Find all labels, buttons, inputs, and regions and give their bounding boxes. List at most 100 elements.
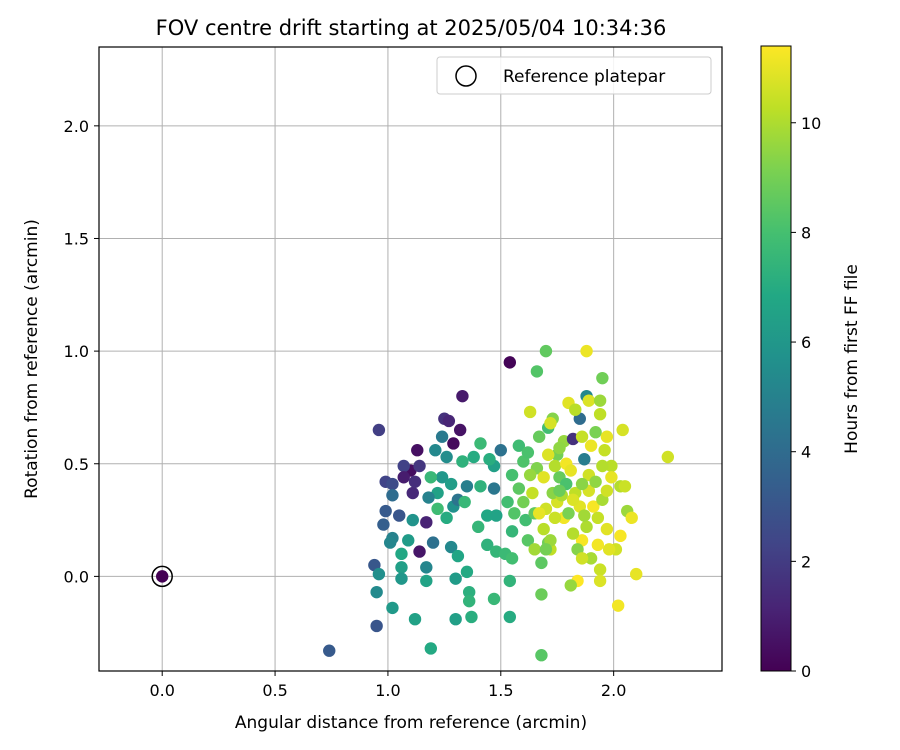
data-point bbox=[453, 423, 467, 437]
data-point bbox=[474, 480, 487, 493]
data-point bbox=[598, 444, 611, 457]
data-point bbox=[614, 529, 627, 543]
data-point bbox=[505, 468, 519, 482]
data-point bbox=[490, 509, 503, 522]
data-point bbox=[582, 394, 596, 407]
data-point bbox=[539, 344, 553, 358]
data-point bbox=[447, 437, 460, 450]
data-point bbox=[521, 446, 535, 459]
data-point bbox=[600, 430, 614, 443]
y-axis-ticks: 0.0 0.5 1.0 1.5 2.0 bbox=[64, 117, 99, 586]
data-point bbox=[413, 459, 426, 473]
data-point bbox=[508, 507, 521, 520]
x-axis-ticks: 0.0 0.5 1.0 1.5 2.0 bbox=[149, 671, 626, 700]
colorbar-tick-label: 4 bbox=[801, 443, 811, 462]
data-point bbox=[562, 507, 575, 520]
data-point bbox=[575, 430, 589, 443]
data-point bbox=[528, 543, 541, 556]
data-point bbox=[424, 471, 438, 484]
data-point bbox=[593, 563, 607, 576]
data-point bbox=[449, 572, 462, 585]
data-point bbox=[569, 403, 582, 416]
data-point bbox=[523, 468, 537, 482]
data-point bbox=[535, 649, 548, 662]
data-point bbox=[532, 430, 546, 443]
data-point bbox=[548, 459, 562, 473]
data-point bbox=[566, 493, 580, 506]
data-point bbox=[575, 477, 589, 491]
data-point bbox=[530, 365, 544, 378]
data-point bbox=[593, 394, 607, 407]
x-tick-label: 1.0 bbox=[375, 681, 400, 700]
colorbar-tick-label: 2 bbox=[801, 552, 811, 571]
data-point bbox=[575, 552, 589, 565]
data-points bbox=[151, 344, 675, 662]
data-point bbox=[580, 344, 593, 358]
legend: Reference platepar bbox=[436, 56, 712, 95]
data-point bbox=[420, 516, 433, 529]
data-point bbox=[625, 511, 638, 525]
data-point bbox=[474, 437, 487, 450]
data-point bbox=[591, 511, 605, 525]
chart-title: FOV centre drift starting at 2025/05/04 … bbox=[156, 16, 667, 40]
data-point bbox=[553, 484, 566, 497]
data-point bbox=[548, 511, 562, 525]
data-point bbox=[553, 441, 566, 455]
data-point bbox=[393, 509, 406, 522]
data-point bbox=[537, 522, 550, 536]
data-point bbox=[589, 475, 602, 488]
data-point bbox=[440, 511, 453, 525]
y-tick-label: 1.0 bbox=[64, 342, 89, 361]
data-point bbox=[406, 486, 419, 500]
legend-box bbox=[436, 56, 712, 95]
data-point bbox=[156, 570, 169, 583]
data-point bbox=[462, 585, 476, 599]
data-point bbox=[578, 453, 591, 466]
data-point bbox=[618, 480, 632, 493]
data-point bbox=[424, 642, 438, 655]
data-point bbox=[539, 543, 553, 556]
data-point bbox=[611, 599, 625, 612]
x-tick-label: 0.0 bbox=[149, 681, 174, 700]
legend-marker-icon bbox=[455, 65, 477, 87]
data-point bbox=[379, 504, 392, 518]
data-point bbox=[449, 612, 462, 626]
data-point bbox=[442, 414, 456, 428]
data-point bbox=[544, 417, 557, 430]
data-point bbox=[460, 565, 474, 579]
data-point bbox=[462, 594, 476, 608]
data-point bbox=[383, 536, 397, 549]
data-point bbox=[481, 538, 494, 552]
data-point bbox=[526, 486, 539, 500]
x-axis-label: Angular distance from reference (arcmin) bbox=[235, 713, 587, 733]
data-point bbox=[395, 572, 408, 585]
data-point bbox=[600, 484, 614, 497]
data-point bbox=[537, 471, 550, 484]
data-point bbox=[578, 509, 591, 522]
data-point bbox=[580, 520, 593, 534]
data-point bbox=[426, 536, 440, 549]
data-point bbox=[413, 545, 426, 558]
data-point bbox=[487, 592, 501, 606]
data-point bbox=[605, 471, 618, 484]
data-point bbox=[593, 574, 607, 588]
data-point bbox=[535, 556, 548, 570]
data-point bbox=[503, 610, 517, 624]
data-point bbox=[512, 482, 526, 495]
data-point bbox=[323, 644, 336, 657]
data-point bbox=[566, 527, 580, 540]
colorbar-tick-label: 10 bbox=[801, 114, 821, 133]
data-point bbox=[517, 495, 530, 509]
data-point bbox=[661, 450, 675, 464]
data-point bbox=[467, 450, 480, 464]
data-point bbox=[483, 453, 496, 466]
data-point bbox=[408, 475, 422, 488]
data-point bbox=[584, 439, 598, 452]
data-point bbox=[372, 567, 386, 581]
data-point bbox=[584, 552, 598, 565]
data-point bbox=[411, 444, 424, 457]
reference-marker bbox=[151, 565, 173, 588]
data-point bbox=[541, 448, 555, 461]
colorbar-tick-label: 8 bbox=[801, 223, 811, 242]
data-point bbox=[523, 405, 537, 419]
